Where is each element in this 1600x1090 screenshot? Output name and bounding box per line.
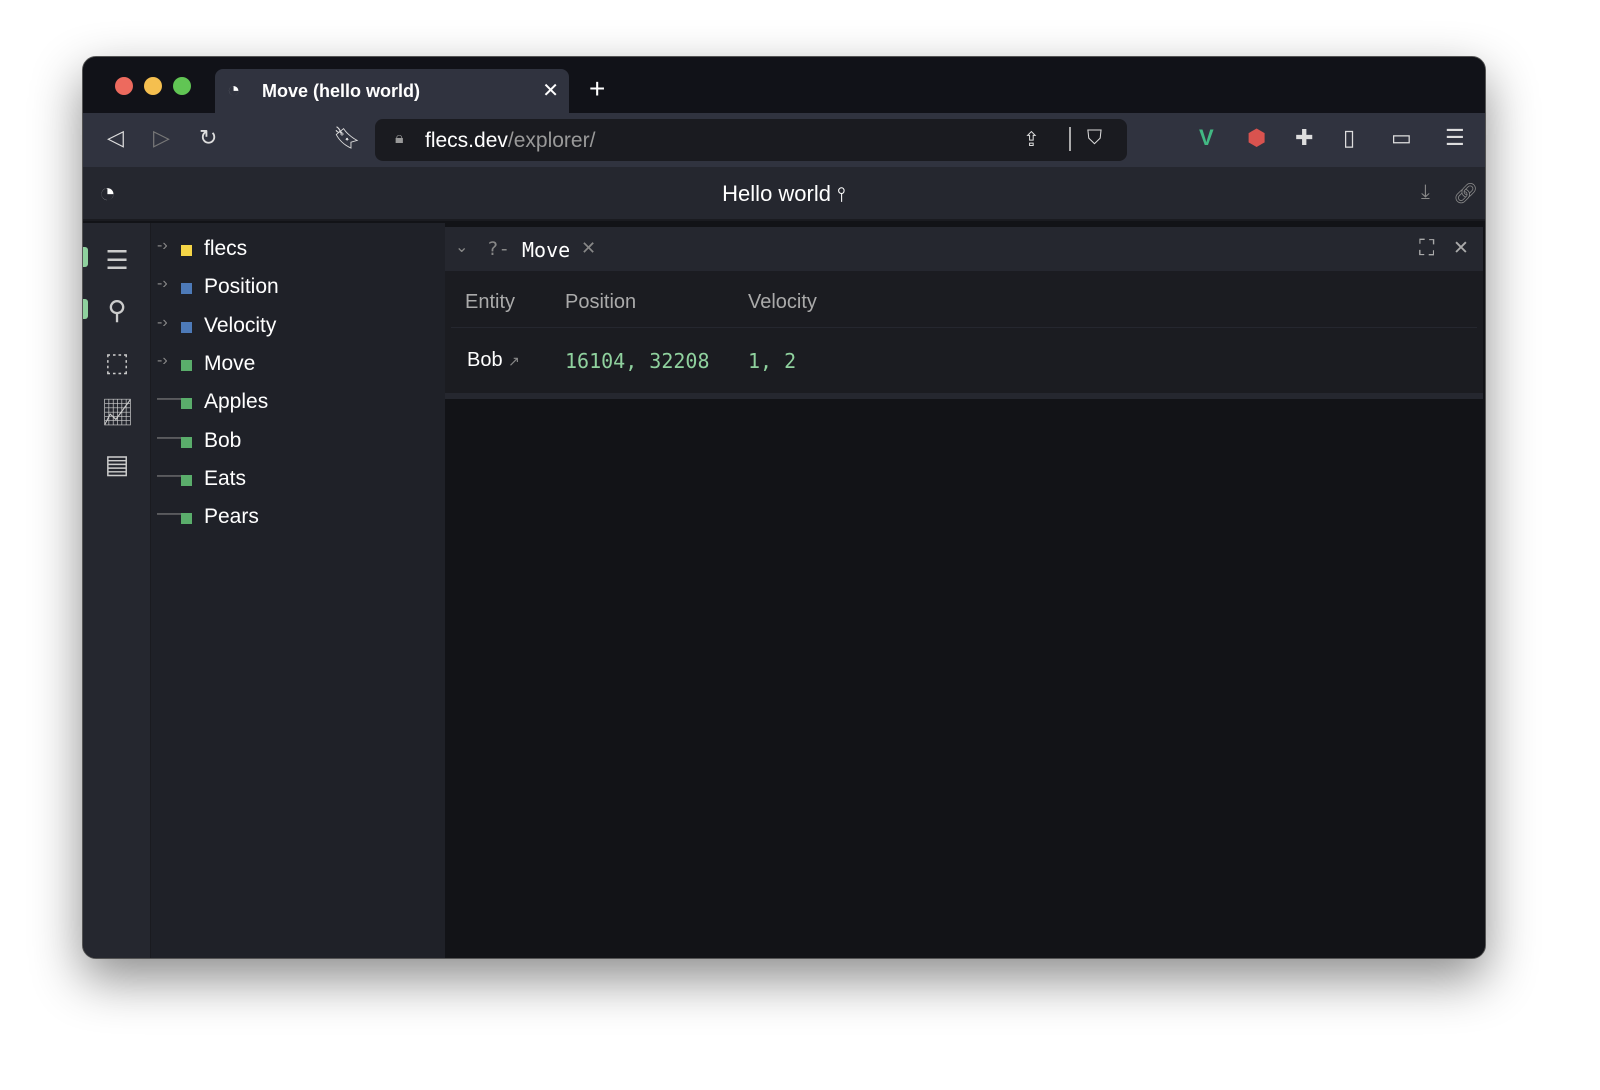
- url-host: flecs.dev: [425, 129, 508, 152]
- tree-item-label: Bob: [204, 428, 242, 452]
- minimize-window-button[interactable]: [144, 77, 162, 95]
- query-name[interactable]: Move: [522, 238, 571, 262]
- wallet-icon[interactable]: ▭: [1391, 125, 1412, 150]
- inspector-icon[interactable]: ⬚: [104, 347, 130, 377]
- link-icon[interactable]: 🔗︎: [1453, 183, 1479, 205]
- tree-item-label: flecs: [204, 237, 248, 260]
- brave-shield-icon[interactable]: ⛉: [1087, 127, 1102, 149]
- tree-item-label: Eats: [204, 466, 247, 490]
- remote-connection-icon: ⫯: [837, 184, 846, 206]
- tree-item[interactable]: —— Pears: [151, 497, 445, 535]
- back-icon[interactable]: ◁: [107, 125, 124, 150]
- bookmark-icon[interactable]: 🔖︎: [333, 125, 361, 150]
- tree-item-label: Apples: [204, 390, 269, 414]
- query-header: ⌄ ?- Move ✕ ⛶ ✕: [445, 227, 1483, 271]
- entity-color-icon: [181, 321, 192, 333]
- divider: [1069, 127, 1071, 151]
- tree-item-label: Pears: [204, 505, 259, 529]
- entity-color-icon: [181, 436, 192, 448]
- sidebar-icon[interactable]: ▯: [1343, 125, 1356, 150]
- maximize-window-button[interactable]: [173, 77, 191, 95]
- column-header-position: Position: [565, 291, 637, 313]
- download-icon[interactable]: ⤓: [1421, 181, 1430, 203]
- column-header-entity: Entity: [465, 291, 516, 313]
- collapse-chevron-icon[interactable]: ⌄: [455, 239, 469, 256]
- lock-icon: 🔒︎: [395, 130, 404, 147]
- browser-window: ◔ Move (hello world) ✕ + ◁ ▷ ↻ 🔖︎ 🔒︎ fle…: [82, 56, 1486, 959]
- browser-toolbar: ◁ ▷ ↻ 🔖︎ 🔒︎ flecs.dev/explorer/ ⇪ ⛉ V ⬢ …: [83, 113, 1485, 167]
- entity-name: Bob: [467, 349, 503, 371]
- search-icon[interactable]: ⚲: [107, 295, 127, 325]
- expand-chevron-icon[interactable]: -›: [157, 313, 168, 331]
- flecs-logo-icon: ◔: [99, 177, 116, 208]
- tree-item[interactable]: -› flecs: [151, 229, 445, 267]
- share-icon[interactable]: ⇪: [1023, 129, 1040, 151]
- extensions-icon[interactable]: ✚: [1295, 125, 1314, 150]
- close-tab-icon[interactable]: ✕: [542, 80, 559, 102]
- extension-hex-icon[interactable]: ⬢: [1247, 125, 1267, 150]
- tab-title: Move (hello world): [262, 81, 421, 101]
- new-tab-button[interactable]: +: [589, 73, 606, 104]
- url-path: /explorer/: [507, 129, 596, 152]
- tree-item[interactable]: —— Apples: [151, 382, 445, 420]
- tree-item[interactable]: —— Eats: [151, 459, 445, 497]
- entity-tree: -› flecs -› Position -› Velocity -› Move —— Apple…: [151, 223, 445, 958]
- statistics-chart-icon[interactable]: 📈︎: [101, 397, 135, 427]
- browser-tab[interactable]: ◔ Move (hello world) ✕: [215, 69, 569, 113]
- forward-icon[interactable]: ▷: [153, 125, 170, 150]
- open-entity-icon: ↗: [508, 353, 520, 369]
- expand-chevron-icon[interactable]: -›: [157, 351, 168, 369]
- tree-item-label: Velocity: [204, 313, 277, 337]
- entity-color-icon: [181, 359, 192, 371]
- entity-color-icon: [181, 245, 192, 256]
- entity-tree-icon[interactable]: ☰: [105, 245, 129, 275]
- tree-item-label: Position: [204, 275, 279, 299]
- entity-color-icon: [181, 283, 192, 295]
- active-indicator: [83, 247, 88, 267]
- address-bar[interactable]: 🔒︎ flecs.dev/explorer/ ⇪ ⛉: [375, 119, 1127, 161]
- column-header-velocity: Velocity: [748, 291, 817, 313]
- entity-color-icon: [181, 398, 192, 410]
- entity-color-icon: [181, 474, 192, 486]
- vue-devtools-icon[interactable]: V: [1199, 125, 1214, 150]
- tree-item[interactable]: —— Bob: [151, 421, 445, 459]
- app-header: ◔ Hello world ⫯ ⤓ 🔗︎: [83, 167, 1485, 221]
- close-panel-icon[interactable]: ✕: [1453, 238, 1469, 259]
- entity-color-icon: [181, 513, 192, 525]
- velocity-value: 1, 2: [748, 349, 797, 373]
- app-title: Hello world: [722, 181, 831, 206]
- query-prefix: ?-: [487, 238, 510, 260]
- reload-icon[interactable]: ↻: [199, 125, 218, 150]
- tree-item-label: Move: [204, 351, 256, 375]
- query-results-table: Entity Position Velocity Bob ↗ 16104, 32…: [445, 271, 1483, 399]
- menu-icon[interactable]: ☰: [1445, 125, 1465, 150]
- fullscreen-icon[interactable]: ⛶: [1419, 235, 1435, 260]
- tab-bar: ◔ Move (hello world) ✕ +: [83, 57, 1485, 113]
- expand-chevron-icon[interactable]: -›: [157, 237, 168, 254]
- clear-query-icon[interactable]: ✕: [581, 238, 597, 258]
- expand-chevron-icon[interactable]: -›: [157, 275, 168, 293]
- entity-link[interactable]: Bob ↗: [467, 349, 520, 372]
- icon-sidebar: ☰ ⚲ ⬚ 📈︎ ▤: [83, 223, 151, 958]
- main-panel: ⌄ ?- Move ✕ ⛶ ✕ Entity Position Velocity…: [445, 223, 1485, 958]
- active-indicator: [83, 299, 88, 319]
- tree-item[interactable]: -› Position: [151, 267, 445, 305]
- tree-item[interactable]: -› Move: [151, 344, 445, 382]
- position-value: 16104, 32208: [565, 349, 710, 373]
- table-icon[interactable]: ▤: [104, 449, 130, 479]
- flecs-logo-icon: ◔: [227, 77, 241, 102]
- close-window-button[interactable]: [115, 77, 133, 95]
- tree-item[interactable]: -› Velocity: [151, 306, 445, 344]
- header-divider: [451, 327, 1477, 328]
